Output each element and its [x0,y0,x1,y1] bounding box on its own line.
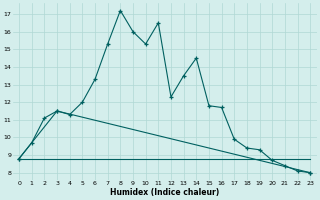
X-axis label: Humidex (Indice chaleur): Humidex (Indice chaleur) [110,188,219,197]
